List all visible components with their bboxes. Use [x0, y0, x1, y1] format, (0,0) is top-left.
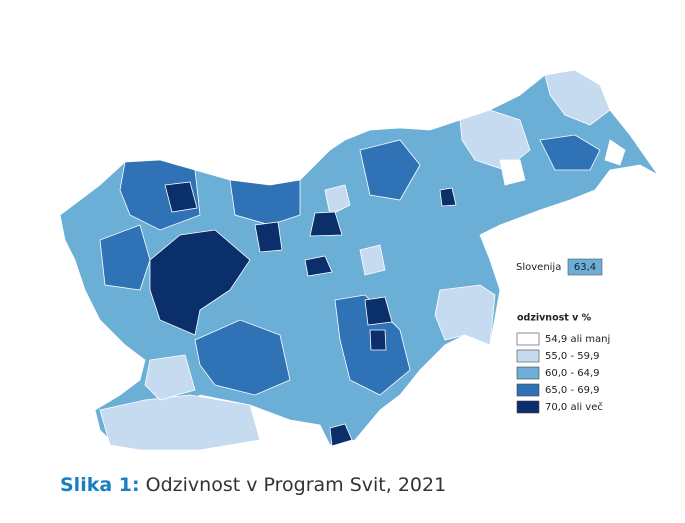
legend-swatch [516, 349, 540, 363]
region [229, 179, 301, 226]
region [164, 181, 198, 213]
region [99, 224, 151, 291]
region [439, 187, 457, 207]
region [309, 211, 343, 237]
legend: 54,9 ali manj 55,0 - 59,9 60,0 - 64,9 65,0 … [516, 332, 610, 414]
region [604, 139, 626, 166]
caption-label: Slika 1: [60, 474, 140, 496]
region [359, 244, 386, 276]
map-regions [59, 69, 659, 451]
region [369, 329, 387, 351]
region [324, 184, 351, 216]
region [359, 139, 421, 201]
total-value: 63,4 [574, 262, 596, 273]
region [254, 221, 283, 253]
region [304, 255, 333, 277]
region [149, 229, 251, 336]
region [539, 134, 601, 171]
region [144, 354, 196, 401]
region [499, 159, 526, 186]
region [194, 319, 291, 396]
region [329, 423, 353, 447]
legend-label: 65,0 - 69,9 [545, 385, 600, 396]
total-label: Slovenija [516, 262, 561, 273]
legend-swatch [516, 366, 540, 380]
caption: Slika 1: Odzivnost v Program Svit, 2021 [60, 474, 446, 496]
legend-label: 70,0 ali več [545, 401, 603, 413]
legend-label: 60,0 - 64,9 [545, 368, 600, 379]
region [544, 69, 611, 126]
legend-label: 54,9 ali manj [545, 334, 610, 345]
region [119, 159, 201, 231]
legend-swatch [516, 400, 540, 414]
total-box [567, 258, 603, 276]
region [434, 284, 496, 346]
legend-swatch [516, 332, 540, 346]
legend-label: 55,0 - 59,9 [545, 351, 600, 362]
caption-text: Odzivnost v Program Svit, 2021 [145, 474, 447, 496]
legend-swatch [516, 383, 540, 397]
legend-title: odzivnost v % [517, 313, 592, 324]
region [364, 296, 393, 326]
